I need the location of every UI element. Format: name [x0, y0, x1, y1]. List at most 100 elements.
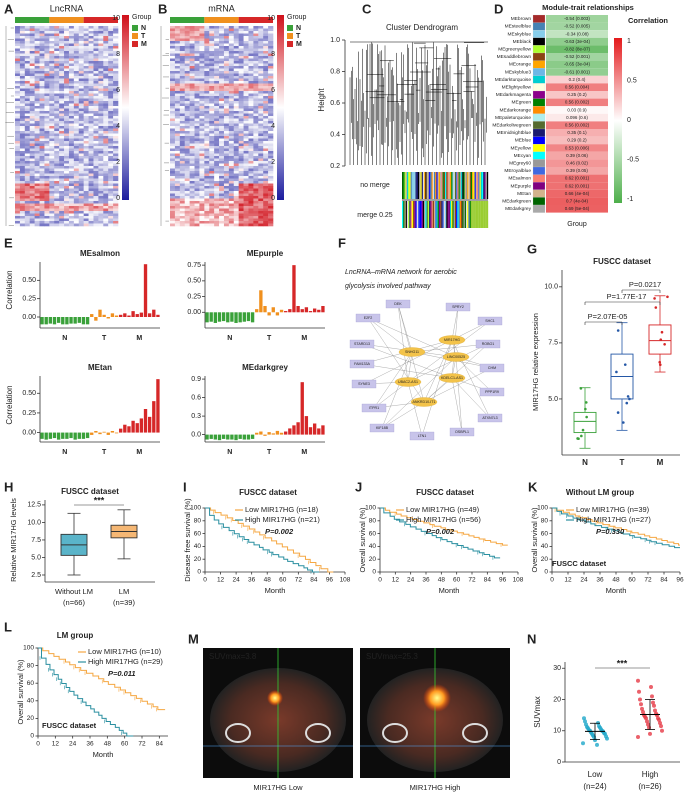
- heatmap-cell: [40, 171, 45, 174]
- heatmap-cell: [15, 181, 20, 184]
- heatmap-cell: [175, 31, 180, 34]
- heatmap-cell: [15, 161, 20, 164]
- heatmap-cell: [219, 139, 224, 142]
- tick-label: 20: [27, 715, 35, 722]
- heatmap-cell: [84, 161, 89, 164]
- module-strip: [451, 172, 452, 199]
- heatmap-cell: [69, 81, 74, 84]
- heatmap-cell: [79, 121, 84, 124]
- heatmap-cell: [113, 179, 118, 182]
- heatmap-cell: [113, 59, 118, 62]
- heatmap-cell: [204, 144, 209, 147]
- heatmap-cell: [219, 54, 224, 57]
- heatmap-cell: [180, 221, 185, 224]
- heatmap-cell: [25, 59, 30, 62]
- row-label: merge 0.25: [357, 212, 393, 219]
- heatmap-cell: [84, 74, 89, 77]
- heatmap-cell: [239, 31, 244, 34]
- heatmap-cell: [89, 94, 94, 97]
- module-strip: [464, 172, 465, 199]
- heatmap-cell: [219, 101, 224, 104]
- tick-label: 96: [326, 577, 334, 584]
- heatmap-cell: [15, 194, 20, 197]
- heatmap-cell: [190, 116, 195, 119]
- heatmap-cell: [64, 64, 69, 67]
- tick-label: 108: [513, 577, 524, 584]
- heatmap-cell: [239, 76, 244, 79]
- heatmap-cell: [35, 221, 40, 224]
- heatmap-cell: [15, 126, 20, 129]
- heatmap-cell: [93, 179, 98, 182]
- tick-label: 60: [541, 530, 549, 537]
- heatmap-cell: [248, 29, 253, 32]
- heatmap-cell: [69, 69, 74, 72]
- point: [636, 735, 640, 739]
- heatmap-cell: [74, 61, 79, 64]
- heatmap-cell: [74, 31, 79, 34]
- heatmap-cell: [244, 104, 249, 107]
- module-strip: [412, 201, 413, 228]
- heatmap-cell: [108, 194, 113, 197]
- module-strip: [481, 201, 482, 228]
- heatmap-cell: [69, 126, 74, 129]
- group-bar: [49, 17, 83, 23]
- heatmap-cell: [209, 94, 214, 97]
- jitter-point: [659, 338, 662, 341]
- group-bar: [204, 17, 238, 23]
- heatmap-cell: [239, 206, 244, 209]
- panel-label: A: [4, 1, 14, 16]
- panel-label: L: [4, 619, 12, 634]
- heatmap-cell: [195, 86, 200, 89]
- heatmap-cell: [253, 179, 258, 182]
- heatmap-cell: [108, 39, 113, 42]
- heatmap-cell: [244, 79, 249, 82]
- heatmap-cell: [30, 121, 35, 124]
- bar: [309, 311, 312, 312]
- heatmap-cell: [20, 39, 25, 42]
- heatmap-cell: [253, 109, 258, 112]
- heatmap-cell: [49, 119, 54, 122]
- heatmap-cell: [199, 131, 204, 134]
- heatmap-cell: [170, 111, 175, 114]
- heatmap-cell: [268, 81, 273, 84]
- heatmap-cell: [204, 86, 209, 89]
- heatmap-cell: [175, 34, 180, 37]
- heatmap-cell: [30, 184, 35, 187]
- module-strip: [435, 172, 436, 199]
- heatmap-cell: [69, 204, 74, 207]
- heatmap-cell: [263, 76, 268, 79]
- axis-title: Month: [93, 750, 114, 759]
- heatmap-cell: [84, 79, 89, 82]
- heatmap-cell: [180, 206, 185, 209]
- heatmap-cell: [268, 46, 273, 49]
- heatmap-cell: [253, 154, 258, 157]
- heatmap-cell: [214, 41, 219, 44]
- bar: [267, 432, 270, 434]
- heatmap-cell: [49, 184, 54, 187]
- heatmap-cell: [84, 174, 89, 177]
- heatmap-cell: [199, 191, 204, 194]
- heatmap-cell: [263, 179, 268, 182]
- heatmap-cell: [234, 201, 239, 204]
- cell-label: 0.2 (0.4): [569, 77, 586, 82]
- heatmap-cell: [40, 219, 45, 222]
- heatmap-cell: [244, 164, 249, 167]
- heatmap-cell: [108, 151, 113, 154]
- heatmap-cell: [108, 116, 113, 119]
- heatmap-cell: [59, 69, 64, 72]
- heatmap-cell: [185, 186, 190, 189]
- module-name: MEskyblue3: [505, 69, 531, 75]
- heatmap-cell: [248, 76, 253, 79]
- heatmap-cell: [263, 106, 268, 109]
- heatmap-cell: [229, 179, 234, 182]
- heatmap-cell: [248, 106, 253, 109]
- heatmap-cell: [54, 34, 59, 37]
- bar: [234, 312, 237, 323]
- heatmap-cell: [219, 121, 224, 124]
- heatmap-cell: [185, 109, 190, 112]
- heatmap-cell: [103, 169, 108, 172]
- heatmap-cell: [253, 116, 258, 119]
- heatmap-cell: [40, 214, 45, 217]
- heatmap-cell: [214, 149, 219, 152]
- heatmap-cell: [25, 191, 30, 194]
